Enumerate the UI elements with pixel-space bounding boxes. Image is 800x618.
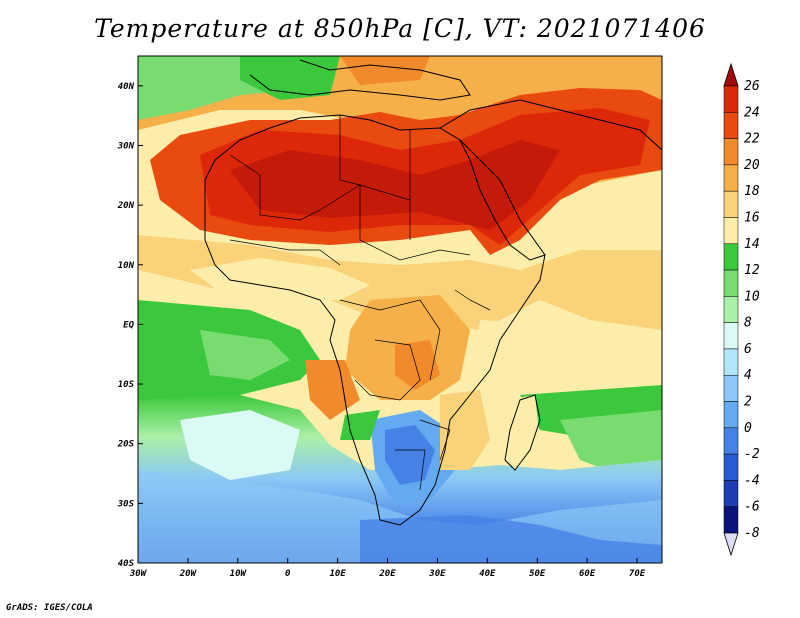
colorbar-swatch — [723, 427, 739, 455]
grads-credit: GrADS: IGES/COLA — [6, 603, 93, 613]
colorbar-swatch — [723, 296, 739, 323]
colorbar-swatch — [723, 190, 739, 218]
lat-tick-label: EQ — [123, 320, 134, 330]
colorbar-label: -4 — [744, 473, 760, 488]
map-title: Temperature at 850hPa [C], VT: 202107140… — [94, 14, 706, 43]
colorbar-swatch — [723, 85, 739, 113]
lat-tick-label: 30S — [117, 499, 135, 509]
lat-tick-label: 10S — [118, 380, 135, 390]
colorbar-label: 4 — [744, 368, 752, 383]
colorbar-label: 14 — [744, 237, 760, 252]
lon-tick-label: 20E — [378, 569, 396, 579]
colorbar-label: 0 — [744, 421, 752, 436]
lat-tick-label: 40N — [118, 82, 135, 92]
colorbar-swatch — [723, 164, 739, 192]
country-borders — [229, 115, 491, 491]
lat-tick-label: 20S — [117, 440, 135, 450]
colorbar-swatch — [723, 112, 739, 139]
colorbar-bottom-arrow — [723, 532, 739, 557]
colorbar-label: 12 — [744, 263, 760, 278]
coastlines — [204, 59, 663, 526]
colorbar-label: 18 — [744, 184, 760, 199]
colorbar-label: 8 — [744, 316, 752, 331]
lat-tick-label: 10N — [118, 261, 135, 271]
colorbar-label: 10 — [744, 289, 760, 304]
colorbar-label: -6 — [744, 500, 760, 515]
colorbar-label: 6 — [744, 342, 752, 357]
colorbar-swatch — [723, 401, 739, 429]
lat-tick-label: 40S — [118, 559, 135, 569]
lon-tick-label: 10W — [230, 569, 248, 579]
colorbar-label: -2 — [744, 447, 760, 462]
colorbar-swatch — [723, 322, 739, 350]
lon-tick-label: 20W — [179, 569, 198, 579]
lon-tick-label: 0 — [285, 569, 291, 579]
colorbar-swatch — [723, 269, 739, 297]
colorbar-swatch — [723, 453, 739, 481]
temperature-field — [138, 56, 662, 563]
latitude-axis: 40N 30N 20N 10N EQ 10S 20S 30S 40S — [117, 82, 143, 569]
colorbar-swatch — [723, 348, 739, 376]
colorbar-label: 20 — [744, 158, 760, 173]
colorbar-label: 24 — [744, 105, 760, 120]
colorbar-swatch — [723, 243, 739, 271]
colorbar-label: 2 — [744, 395, 752, 410]
colorbar-label: 26 — [744, 79, 760, 94]
colorbar-label: -8 — [744, 526, 760, 541]
plot-frame — [137, 55, 663, 564]
colorbar-top-arrow — [723, 62, 739, 87]
lon-tick-label: 10E — [329, 569, 346, 579]
lat-tick-label: 30N — [117, 141, 135, 151]
lat-tick-label: 20N — [117, 201, 135, 211]
colorbar-swatch — [723, 506, 739, 534]
lon-tick-label: 40E — [479, 569, 496, 579]
colorbar-swatch — [723, 138, 739, 166]
colorbar-swatch — [723, 374, 739, 402]
lon-tick-label: 30W — [129, 569, 148, 579]
colorbar-swatch — [723, 480, 739, 507]
longitude-axis: 30W 20W 10W 0 10E 20E 30E 40E 50E 60E 70E — [129, 558, 646, 579]
lon-tick-label: 50E — [529, 569, 546, 579]
colorbar-label: 22 — [744, 132, 760, 147]
lon-tick-label: 60E — [579, 569, 596, 579]
lon-tick-label: 30E — [428, 569, 446, 579]
colorbar-swatch — [723, 217, 739, 245]
lon-tick-label: 70E — [629, 569, 646, 579]
colorbar-label: 16 — [744, 210, 760, 225]
